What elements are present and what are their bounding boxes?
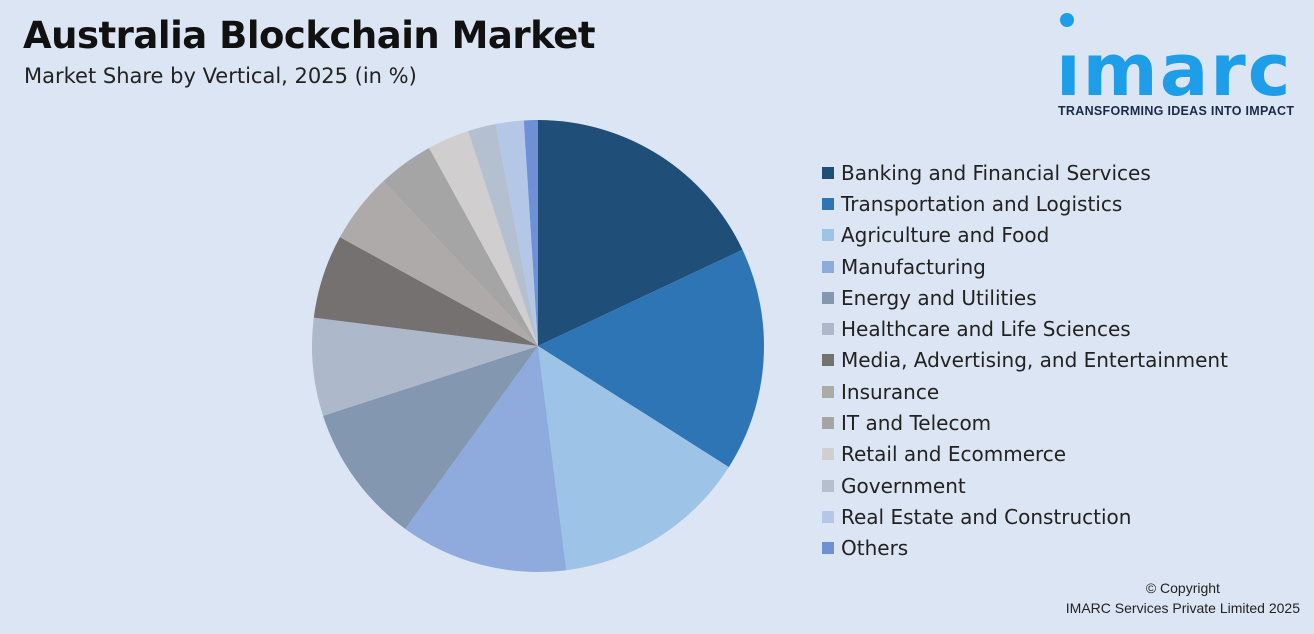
pie-slice-real-estate-and-construction [495,120,538,347]
pie-slice-energy-and-utilities [323,346,538,529]
legend-swatch [822,166,834,179]
legend-item: Transportation and Logistics [822,188,1228,219]
copyright-line-1: © Copyright [1145,580,1220,596]
legend-item: Real Estate and Construction [822,501,1228,532]
legend-swatch [822,229,834,242]
legend-swatch [822,417,834,430]
chart-title: Australia Blockchain Market [23,14,596,57]
pie-slice-healthcare-and-life-sciences [312,317,538,416]
legend-item: Media, Advertising, and Entertainment [822,345,1228,376]
legend-item: Government [822,470,1228,501]
legend-swatch [822,385,834,398]
pie-slice-others [523,120,538,346]
legend-label: Others [841,536,909,561]
legend-label: Retail and Ecommerce [841,442,1067,467]
imarc-logo: ımarc TRANSFORMING IDEAS INTO IMPACT [1056,12,1308,120]
pie-slice-agriculture-and-food [538,346,729,571]
legend-label: Transportation and Logistics [841,191,1123,216]
logo-dot-icon [1060,13,1074,27]
copyright: © Copyright IMARC Services Private Limit… [1066,578,1300,618]
legend-swatch [822,354,834,367]
legend-item: Manufacturing [822,251,1228,282]
legend-label: Healthcare and Life Sciences [841,317,1131,342]
pie-slice-manufacturing [405,346,567,572]
legend-label: Government [841,473,966,498]
legend-swatch [822,260,834,273]
legend-label: Banking and Financial Services [841,160,1151,185]
legend-item: Energy and Utilities [822,282,1228,313]
legend-swatch [822,448,834,461]
chart-legend: Banking and Financial Services Transporta… [822,157,1228,564]
legend-swatch [822,542,834,555]
chart-subtitle: Market Share by Vertical, 2025 (in %) [24,64,417,88]
logo-wordmark: ımarc [1056,28,1293,112]
legend-label: Agriculture and Food [841,223,1050,248]
legend-label: Media, Advertising, and Entertainment [841,348,1228,373]
legend-item: Others [822,533,1228,564]
legend-label: IT and Telecom [841,411,992,436]
legend-item: Agriculture and Food [822,220,1228,251]
pie-slice-media-advertising-and-entertainment [313,237,538,346]
legend-label: Manufacturing [841,254,986,279]
pie-slice-transportation-and-logistics [538,249,764,468]
legend-item: IT and Telecom [822,407,1228,438]
pie-slice-retail-and-ecommerce [429,131,538,346]
pie-slice-it-and-telecom [383,147,538,346]
legend-label: Energy and Utilities [841,285,1037,310]
pie-slice-banking-and-financial-services [538,120,743,346]
legend-item: Retail and Ecommerce [822,439,1228,470]
legend-item: Banking and Financial Services [822,157,1228,188]
legend-swatch [822,510,834,523]
legend-item: Insurance [822,376,1228,407]
logo-tagline: TRANSFORMING IDEAS INTO IMPACT [1058,104,1295,118]
legend-swatch [822,291,834,304]
pie-chart [312,120,764,572]
pie-slice-insurance [339,181,538,346]
legend-swatch [822,479,834,492]
legend-item: Healthcare and Life Sciences [822,313,1228,344]
legend-label: Real Estate and Construction [841,504,1132,529]
legend-swatch [822,197,834,210]
copyright-line-2: IMARC Services Private Limited 2025 [1065,600,1300,616]
pie-slice-government [468,124,538,346]
legend-swatch [822,323,834,336]
legend-label: Insurance [841,379,940,404]
